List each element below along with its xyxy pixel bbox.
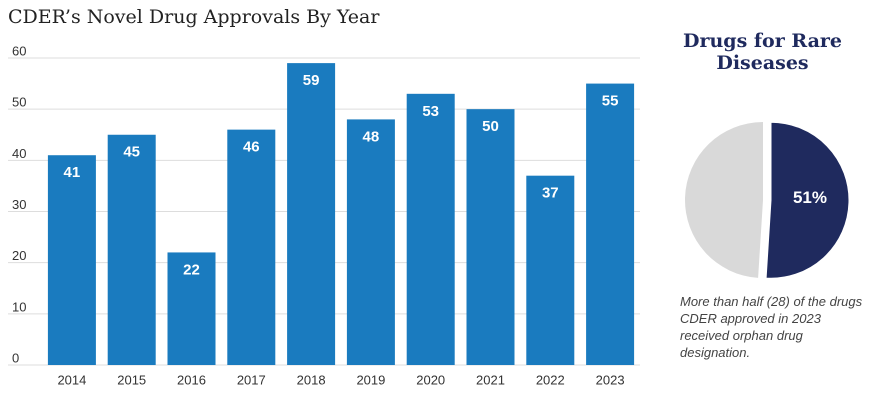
bar-value-label: 59 xyxy=(303,72,320,89)
x-tick-label: 2018 xyxy=(297,372,326,387)
bar xyxy=(227,129,276,365)
bar xyxy=(107,134,156,365)
bar-value-label: 46 xyxy=(243,139,260,156)
pie-chart-title: Drugs for Rare Diseases xyxy=(682,30,842,74)
y-tick-label: 40 xyxy=(12,146,26,161)
bar xyxy=(466,109,515,366)
bar-value-label: 55 xyxy=(602,93,619,110)
bar-value-label: 48 xyxy=(363,128,380,145)
bar xyxy=(287,63,336,365)
pie-value-label: 51% xyxy=(793,188,827,207)
pie-slice xyxy=(765,121,850,279)
bar-value-label: 37 xyxy=(542,185,559,202)
x-tick-label: 2015 xyxy=(117,372,146,387)
pie-slice xyxy=(684,122,763,278)
bar-value-label: 53 xyxy=(422,103,439,120)
x-tick-label: 2016 xyxy=(177,372,206,387)
bar-chart-title: CDER’s Novel Drug Approvals By Year xyxy=(8,6,380,28)
y-tick-label: 20 xyxy=(12,248,26,263)
x-tick-label: 2014 xyxy=(57,372,86,387)
bar-value-label: 45 xyxy=(123,144,140,161)
bar-value-label: 22 xyxy=(183,261,200,278)
bar-value-label: 41 xyxy=(64,164,81,181)
bar xyxy=(526,175,575,365)
x-tick-label: 2019 xyxy=(356,372,385,387)
y-tick-label: 0 xyxy=(12,350,19,365)
bar xyxy=(586,83,635,365)
bar xyxy=(47,155,96,365)
bar xyxy=(346,119,395,366)
y-tick-label: 60 xyxy=(12,43,26,58)
y-tick-label: 10 xyxy=(12,299,26,314)
pie-caption: More than half (28) of the drugs CDER ap… xyxy=(680,294,863,360)
y-tick-label: 50 xyxy=(12,95,26,110)
y-tick-label: 30 xyxy=(12,197,26,212)
bar xyxy=(406,93,455,366)
x-tick-label: 2021 xyxy=(476,372,505,387)
x-tick-label: 2017 xyxy=(237,372,266,387)
x-tick-label: 2023 xyxy=(596,372,625,387)
bar xyxy=(167,252,216,365)
x-tick-label: 2022 xyxy=(536,372,565,387)
bar-value-label: 50 xyxy=(482,118,499,135)
x-tick-label: 2020 xyxy=(416,372,445,387)
